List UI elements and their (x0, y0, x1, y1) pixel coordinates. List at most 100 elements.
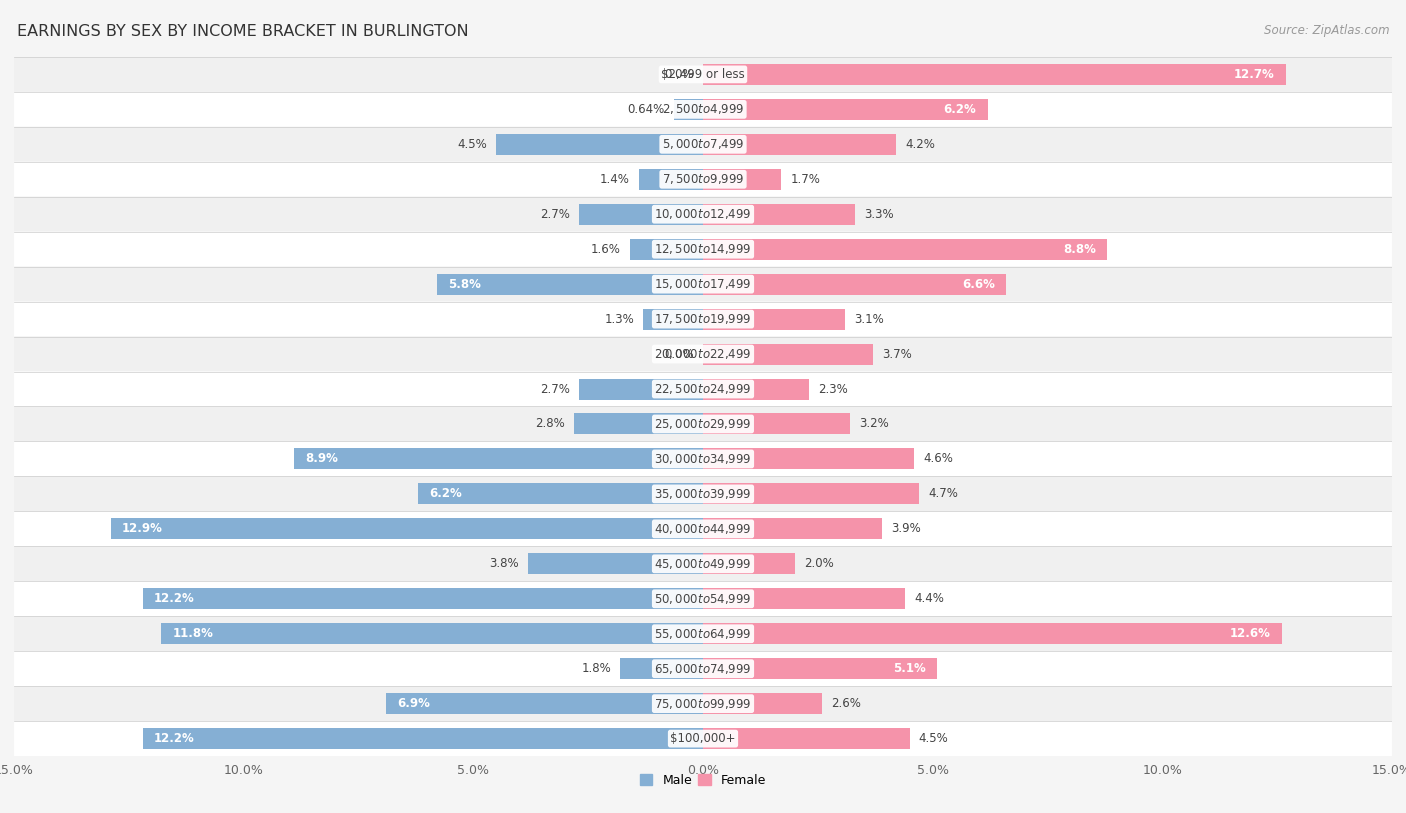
Text: 8.9%: 8.9% (305, 453, 339, 465)
Text: 3.1%: 3.1% (855, 313, 884, 325)
Text: 6.2%: 6.2% (430, 488, 463, 500)
Bar (162, 624, 703, 644)
Text: 2.3%: 2.3% (818, 383, 848, 395)
Bar (703, 64, 1286, 85)
Text: $40,000 to $44,999: $40,000 to $44,999 (654, 522, 752, 536)
Text: 12.9%: 12.9% (122, 523, 163, 535)
Text: $20,000 to $22,499: $20,000 to $22,499 (654, 347, 752, 361)
Text: $65,000 to $74,999: $65,000 to $74,999 (654, 662, 752, 676)
Bar (703, 693, 823, 714)
FancyBboxPatch shape (14, 721, 1392, 756)
Text: 2.7%: 2.7% (540, 208, 569, 220)
FancyBboxPatch shape (14, 127, 1392, 162)
Text: $100,000+: $100,000+ (671, 733, 735, 745)
Bar (575, 414, 703, 434)
Bar (703, 624, 1282, 644)
FancyBboxPatch shape (14, 441, 1392, 476)
Text: $15,000 to $17,499: $15,000 to $17,499 (654, 277, 752, 291)
Bar (644, 309, 703, 329)
FancyBboxPatch shape (14, 267, 1392, 302)
Text: 4.5%: 4.5% (920, 733, 949, 745)
Text: 1.4%: 1.4% (599, 173, 630, 185)
Text: $12,500 to $14,999: $12,500 to $14,999 (654, 242, 752, 256)
Text: $17,500 to $19,999: $17,500 to $19,999 (654, 312, 752, 326)
FancyBboxPatch shape (14, 406, 1392, 441)
FancyBboxPatch shape (14, 616, 1392, 651)
Text: 12.2%: 12.2% (155, 593, 195, 605)
FancyBboxPatch shape (14, 476, 1392, 511)
Text: 6.2%: 6.2% (943, 103, 976, 115)
Text: $7,500 to $9,999: $7,500 to $9,999 (662, 172, 744, 186)
Bar (703, 344, 873, 364)
Bar (703, 554, 794, 574)
Legend: Male, Female: Male, Female (636, 769, 770, 792)
Bar (579, 204, 703, 224)
Text: 4.6%: 4.6% (924, 453, 953, 465)
Bar (703, 274, 1007, 294)
Bar (703, 134, 896, 154)
FancyBboxPatch shape (14, 302, 1392, 337)
Text: 3.7%: 3.7% (882, 348, 912, 360)
Text: $2,499 or less: $2,499 or less (661, 68, 745, 80)
Text: EARNINGS BY SEX BY INCOME BRACKET IN BURLINGTON: EARNINGS BY SEX BY INCOME BRACKET IN BUR… (17, 24, 468, 39)
FancyBboxPatch shape (14, 232, 1392, 267)
Text: Source: ZipAtlas.com: Source: ZipAtlas.com (1264, 24, 1389, 37)
Text: 4.5%: 4.5% (457, 138, 486, 150)
Text: $75,000 to $99,999: $75,000 to $99,999 (654, 697, 752, 711)
Text: 5.8%: 5.8% (449, 278, 481, 290)
Bar (529, 554, 703, 574)
Text: 12.7%: 12.7% (1234, 68, 1275, 80)
Text: $35,000 to $39,999: $35,000 to $39,999 (654, 487, 752, 501)
FancyBboxPatch shape (14, 337, 1392, 372)
Text: 12.2%: 12.2% (155, 733, 195, 745)
Bar (418, 484, 703, 504)
Bar (142, 589, 703, 609)
Bar (673, 99, 703, 120)
Text: $2,500 to $4,999: $2,500 to $4,999 (662, 102, 744, 116)
Text: 1.6%: 1.6% (591, 243, 620, 255)
FancyBboxPatch shape (14, 92, 1392, 127)
Bar (111, 519, 703, 539)
Text: 3.8%: 3.8% (489, 558, 519, 570)
FancyBboxPatch shape (14, 162, 1392, 197)
Bar (638, 169, 703, 189)
Text: 1.7%: 1.7% (790, 173, 820, 185)
Text: 4.2%: 4.2% (905, 138, 935, 150)
Text: $55,000 to $64,999: $55,000 to $64,999 (654, 627, 752, 641)
FancyBboxPatch shape (14, 581, 1392, 616)
Text: $10,000 to $12,499: $10,000 to $12,499 (654, 207, 752, 221)
Text: 2.6%: 2.6% (831, 698, 862, 710)
Text: $22,500 to $24,999: $22,500 to $24,999 (654, 382, 752, 396)
Text: 0.64%: 0.64% (627, 103, 665, 115)
Text: 1.8%: 1.8% (582, 663, 612, 675)
Bar (294, 449, 703, 469)
Bar (703, 239, 1107, 259)
Bar (703, 379, 808, 399)
Bar (496, 134, 703, 154)
Bar (620, 659, 703, 679)
FancyBboxPatch shape (14, 651, 1392, 686)
Bar (579, 379, 703, 399)
Text: 1.3%: 1.3% (605, 313, 634, 325)
Bar (703, 659, 938, 679)
Text: $30,000 to $34,999: $30,000 to $34,999 (654, 452, 752, 466)
Text: 3.2%: 3.2% (859, 418, 889, 430)
Text: 4.4%: 4.4% (914, 593, 945, 605)
Text: 12.6%: 12.6% (1229, 628, 1270, 640)
Bar (142, 728, 703, 749)
Text: 2.0%: 2.0% (804, 558, 834, 570)
Text: $50,000 to $54,999: $50,000 to $54,999 (654, 592, 752, 606)
Bar (703, 449, 914, 469)
Bar (703, 519, 882, 539)
Text: 8.8%: 8.8% (1063, 243, 1095, 255)
Bar (703, 484, 920, 504)
Text: 6.9%: 6.9% (398, 698, 430, 710)
Bar (703, 204, 855, 224)
Text: 6.6%: 6.6% (962, 278, 994, 290)
FancyBboxPatch shape (14, 57, 1392, 92)
Text: 3.9%: 3.9% (891, 523, 921, 535)
Bar (437, 274, 703, 294)
Bar (703, 169, 782, 189)
Bar (703, 309, 845, 329)
Bar (387, 693, 703, 714)
